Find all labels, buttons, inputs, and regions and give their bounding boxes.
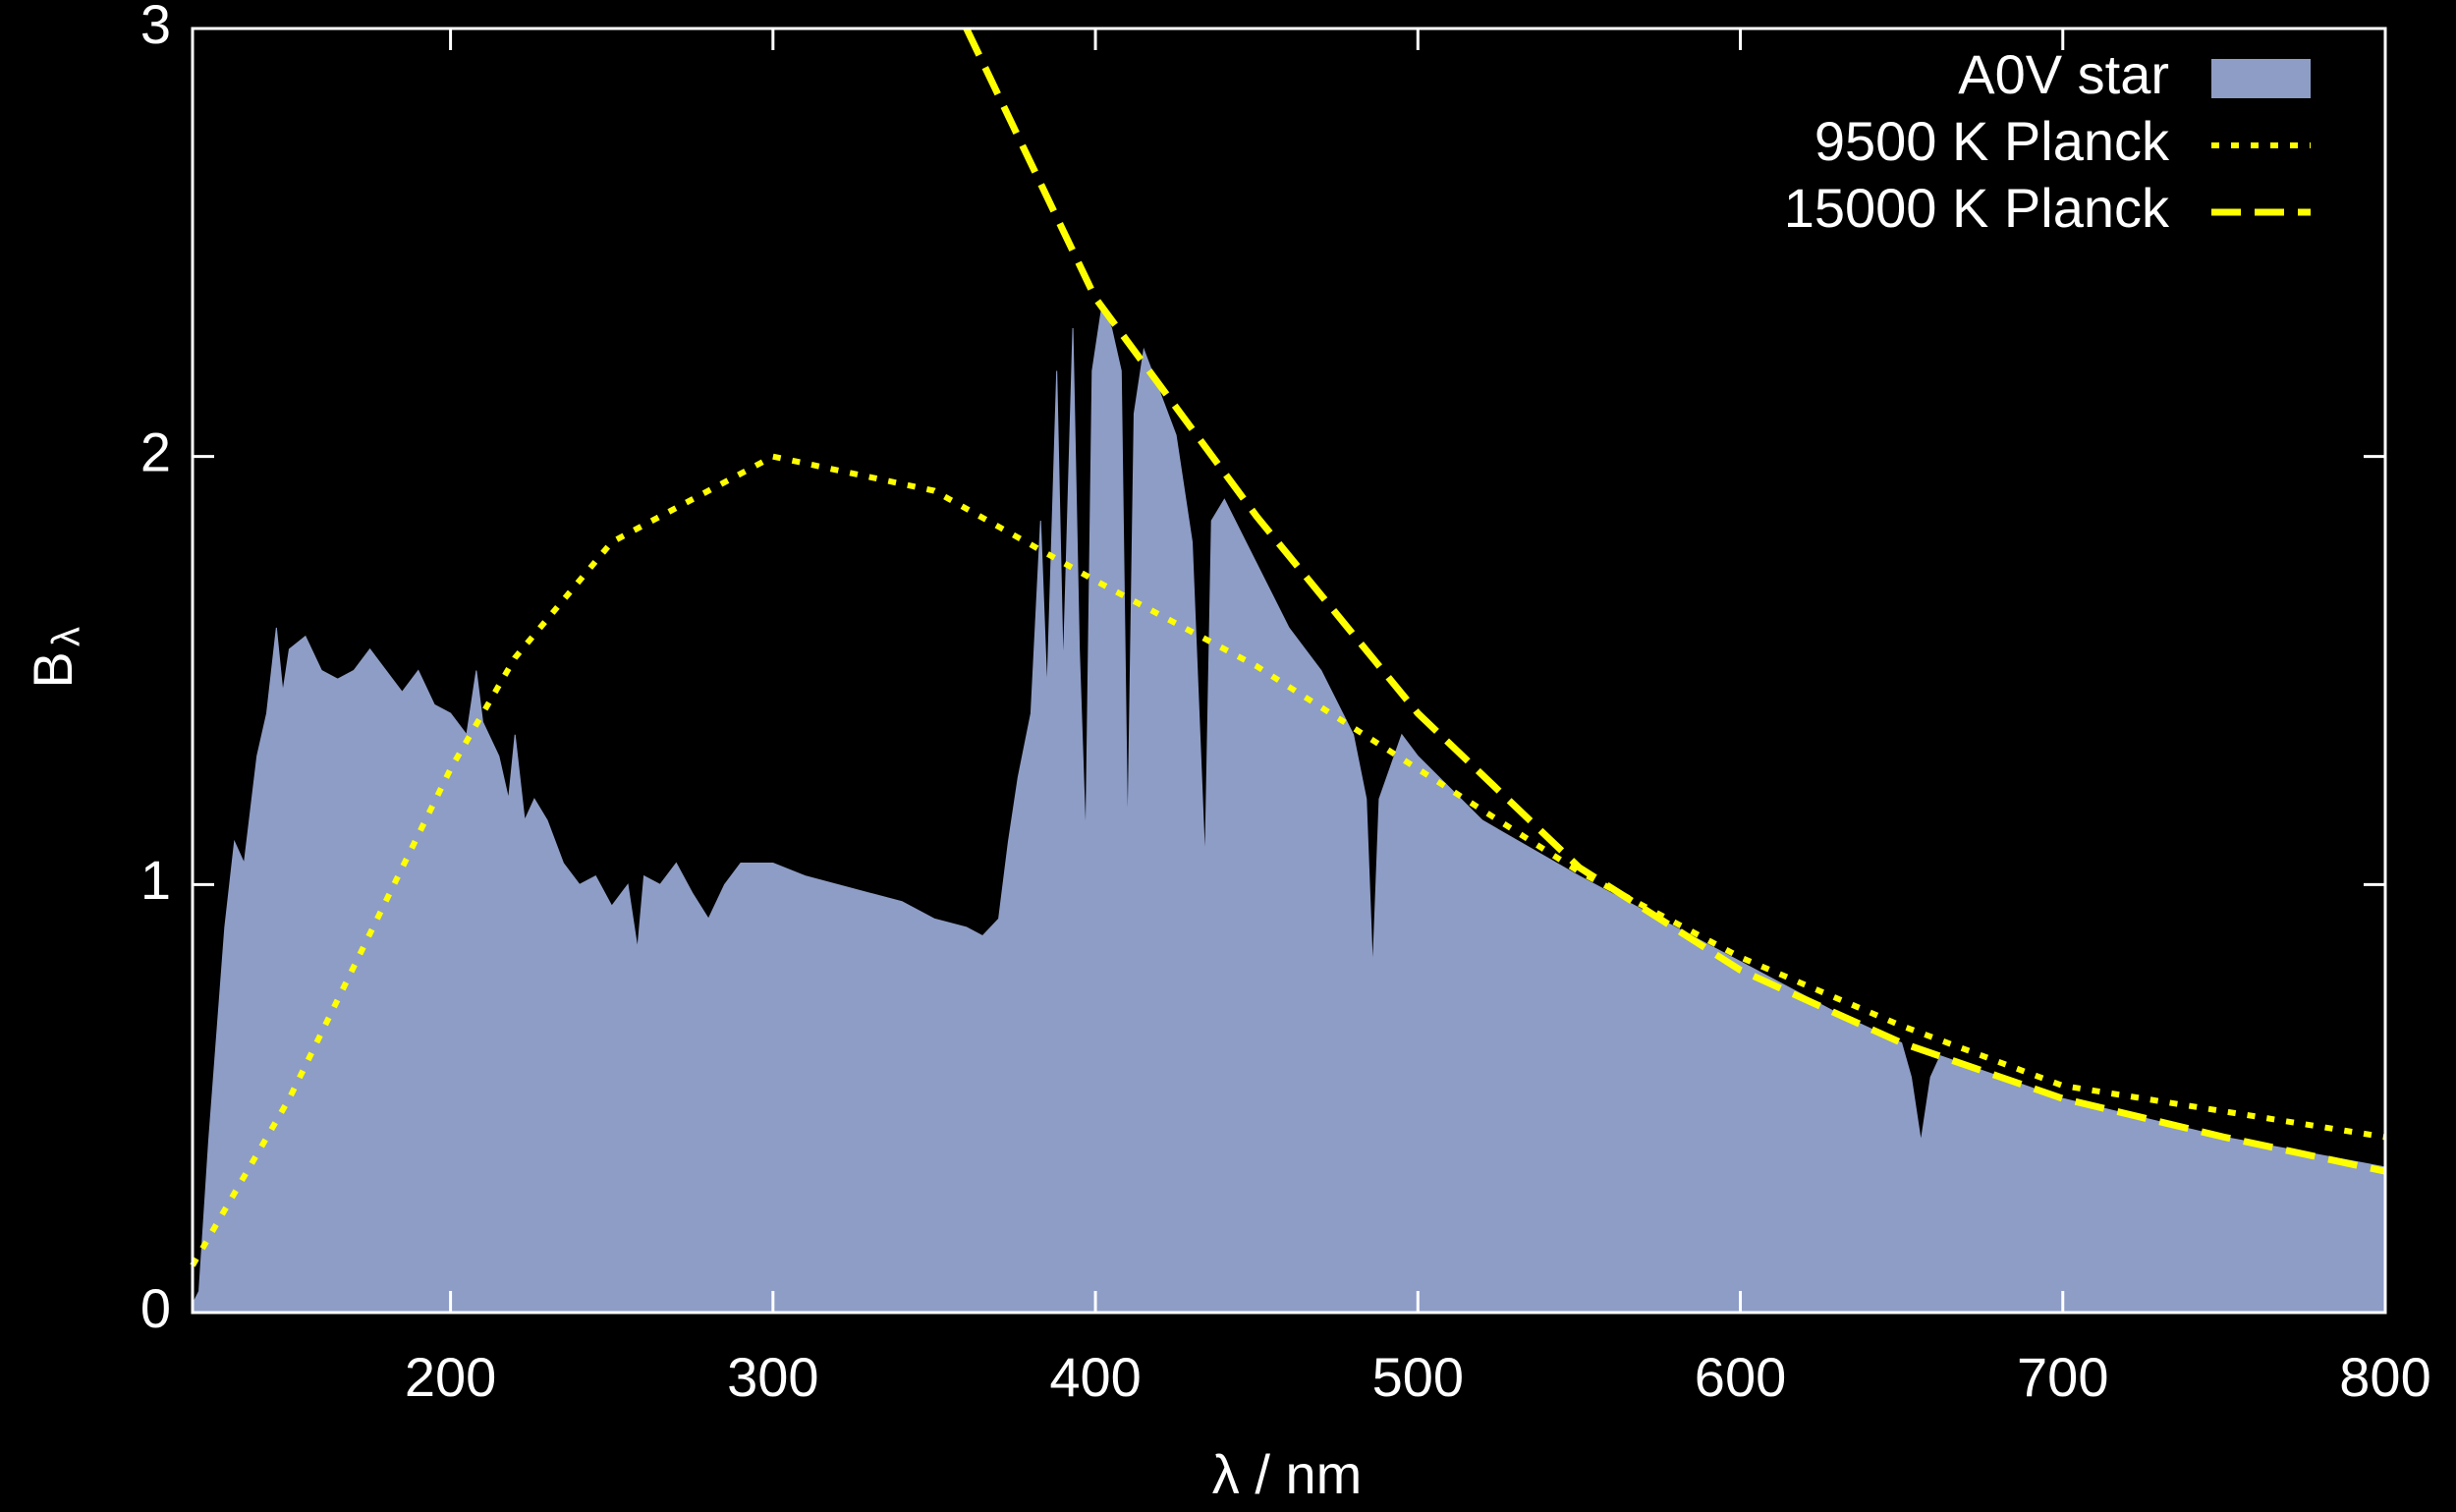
x-tick-label: 400 <box>1049 1346 1141 1408</box>
legend-swatch <box>2211 59 2311 98</box>
line <box>190 453 2386 1267</box>
y-tick-label: 1 <box>140 849 171 911</box>
x-tick-label: 200 <box>405 1346 496 1408</box>
x-tick-label: 600 <box>1695 1346 1786 1408</box>
area <box>192 305 2386 1314</box>
y-axis-label-subscript: λ <box>45 627 88 646</box>
x-tick-label: 300 <box>727 1346 818 1408</box>
y-axis-label: B <box>22 651 84 688</box>
y-tick-label: 2 <box>140 420 171 482</box>
x-tick-label: 700 <box>2017 1346 2108 1408</box>
line <box>963 27 2386 1175</box>
y-tick-label: 0 <box>140 1277 171 1339</box>
x-tick-label: 800 <box>2339 1346 2430 1408</box>
legend-label: 15000 K Planck <box>1784 177 2170 239</box>
legend-label: 9500 K Planck <box>1814 110 2170 172</box>
legend-label: A0V star <box>1958 43 2169 105</box>
x-axis-label: λ / nm <box>1212 1443 1362 1505</box>
y-tick-label: 3 <box>140 0 171 55</box>
x-tick-label: 500 <box>1372 1346 1464 1408</box>
plot-frame <box>191 27 2387 1315</box>
